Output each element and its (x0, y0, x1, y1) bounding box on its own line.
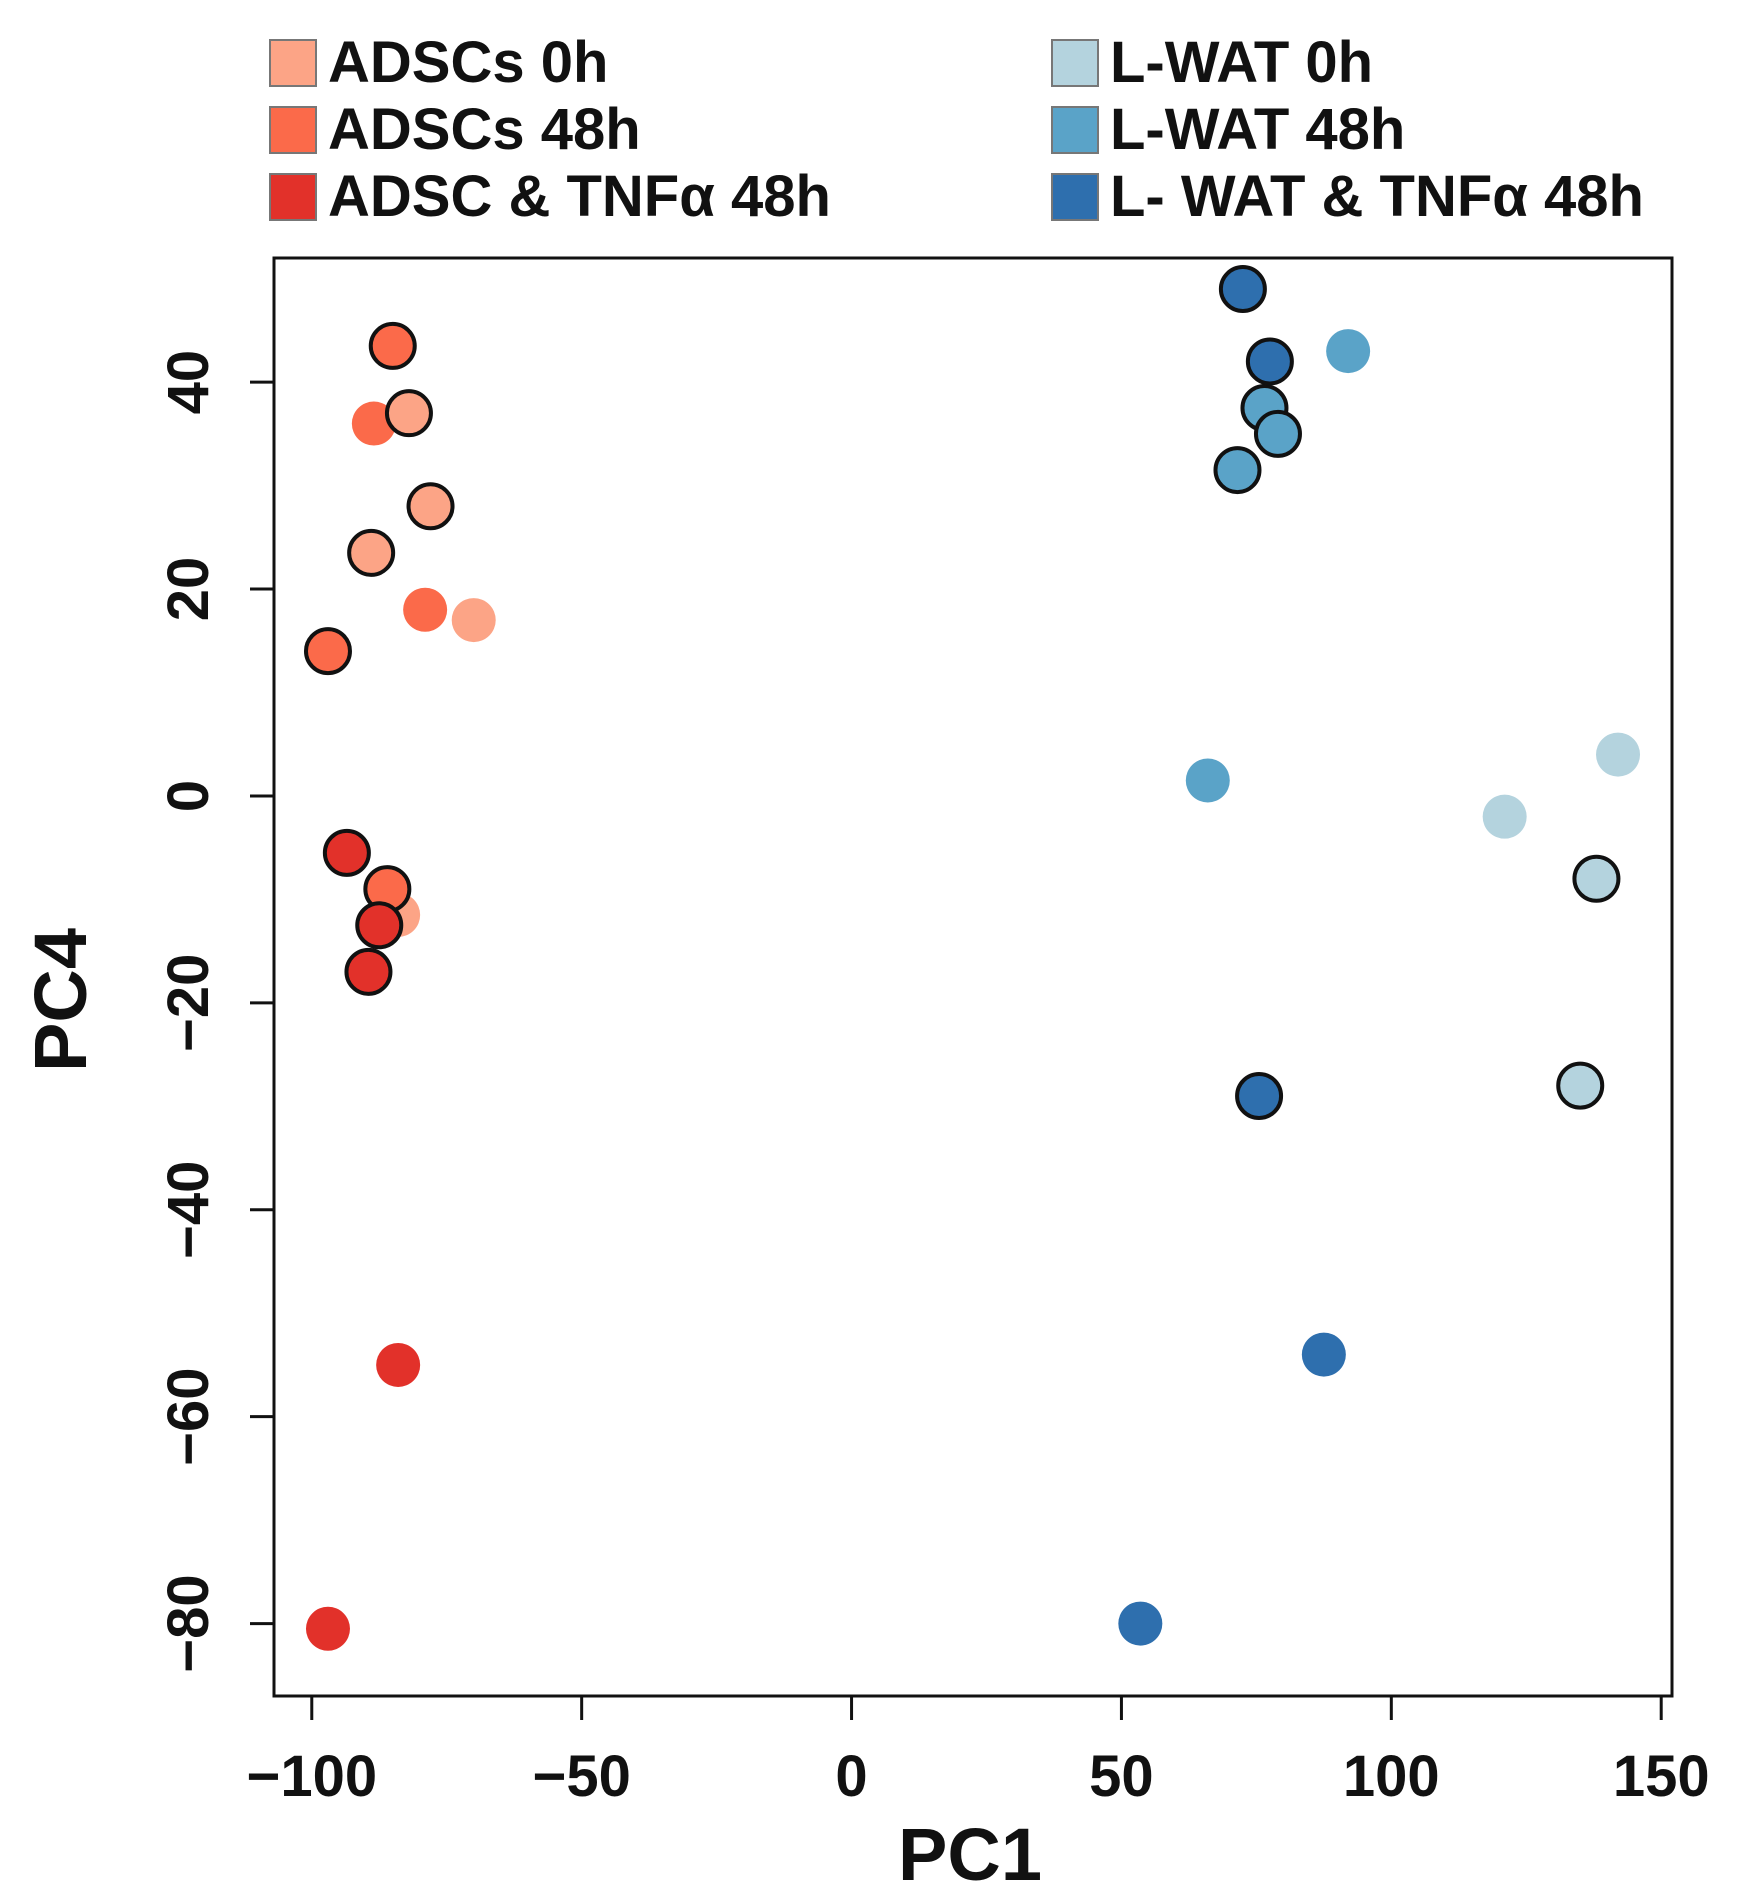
x-tick-label: −100 (246, 1744, 377, 1809)
legend-swatch (269, 173, 317, 221)
legend-label: L- WAT & TNFα 48h (1110, 164, 1644, 229)
legend-swatch (1051, 39, 1099, 87)
legend-swatch (269, 39, 317, 87)
legend-label: ADSCs 0h (328, 30, 608, 95)
y-tick-label: 0 (156, 780, 221, 812)
data-point (303, 627, 352, 676)
legend-label: L-WAT 0h (1110, 30, 1373, 95)
plot-area-frame (272, 256, 1674, 1698)
x-tick-label: 150 (1613, 1744, 1710, 1809)
data-point (1556, 1061, 1605, 1110)
data-point (368, 321, 417, 370)
y-tick-label: 40 (156, 350, 221, 415)
y-tick-label: −60 (156, 1367, 221, 1465)
data-point (305, 1606, 350, 1651)
data-point (344, 947, 393, 996)
legend-swatch (1051, 106, 1099, 154)
x-tick-label: 0 (835, 1744, 867, 1809)
data-point (347, 528, 396, 577)
data-points (303, 265, 1641, 1651)
legend-label: ADSCs 48h (328, 97, 641, 162)
data-point (451, 598, 496, 643)
data-point (1326, 329, 1371, 374)
y-axis-label: PC4 (19, 928, 102, 1072)
data-point (1482, 794, 1527, 839)
axes: −100 −50 0 50 100 150 −80 −60 −40 −20 0 20 40 (156, 350, 1710, 1809)
data-point (1118, 1601, 1163, 1646)
x-axis-label: PC1 (898, 1813, 1042, 1896)
data-point (1253, 409, 1302, 458)
legend-label: ADSC & TNFα 48h (328, 164, 831, 229)
y-tick-label: −80 (156, 1574, 221, 1672)
legend-label: L-WAT 48h (1110, 97, 1405, 162)
data-point (322, 828, 371, 877)
data-point (1213, 446, 1262, 495)
data-point (403, 587, 448, 632)
data-point (351, 401, 396, 446)
legend-swatch (269, 106, 317, 154)
y-tick-label: 20 (156, 557, 221, 622)
data-point (1218, 265, 1267, 314)
y-tick-label: −20 (156, 954, 221, 1052)
data-point (1301, 1332, 1346, 1377)
data-point (1572, 854, 1621, 903)
data-point (384, 389, 433, 438)
data-point (1596, 732, 1641, 777)
data-point (1235, 1071, 1284, 1120)
x-tick-label: 100 (1343, 1744, 1440, 1809)
data-point (376, 1342, 421, 1387)
y-tick-label: −40 (156, 1161, 221, 1259)
data-point (1185, 758, 1230, 803)
data-point (355, 901, 404, 950)
data-point (406, 482, 455, 531)
legend-swatch (1051, 173, 1099, 221)
x-tick-label: −50 (532, 1744, 630, 1809)
data-point (1245, 337, 1294, 386)
x-tick-label: 50 (1089, 1744, 1154, 1809)
